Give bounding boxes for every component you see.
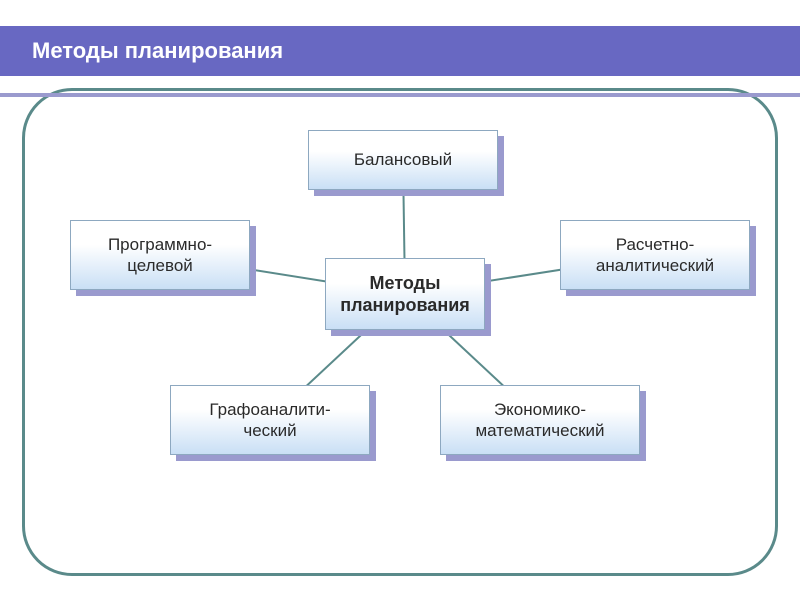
node-label: Программно-целевой <box>108 234 212 277</box>
node-label: Экономико-математический <box>475 399 604 442</box>
node-label: Расчетно-аналитический <box>596 234 714 277</box>
diagram-node: Балансовый <box>308 130 498 190</box>
diagram-node: Программно-целевой <box>70 220 250 290</box>
node-label: Графоаналити-ческий <box>209 399 330 442</box>
node-label: Балансовый <box>354 149 452 170</box>
diagram-node: Экономико-математический <box>440 385 640 455</box>
node-label: Методыпланирования <box>340 272 470 317</box>
slide-title: Методы планирования <box>32 38 283 64</box>
diagram-node: Графоаналити-ческий <box>170 385 370 455</box>
diagram-node: Расчетно-аналитический <box>560 220 750 290</box>
diagram-center-node: Методыпланирования <box>325 258 485 330</box>
